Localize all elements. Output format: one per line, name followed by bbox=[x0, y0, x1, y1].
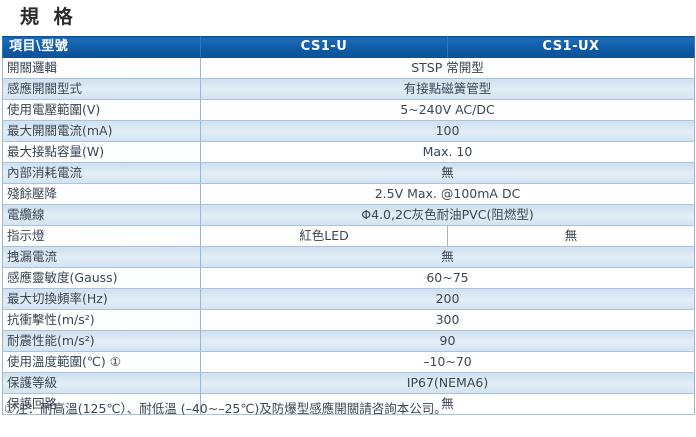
row-label: 殘餘壓降 bbox=[2, 183, 201, 205]
row-label: 指示燈 bbox=[2, 225, 201, 247]
table-row: 感應靈敏度(Gauss) 60~75 bbox=[2, 267, 695, 289]
table-row: 內部消耗電流無 bbox=[2, 162, 695, 184]
footnote: ①注：耐高溫(125℃）、耐低溫 (–40~–25℃)及防爆型感應開關請咨詢本公… bbox=[4, 401, 447, 416]
row-label: 保護等級 bbox=[2, 372, 201, 394]
row-value-cs1-ux: 無 bbox=[447, 225, 695, 247]
row-value-shared: 無 bbox=[200, 393, 695, 415]
table-row: 指示燈 紅色LED 無 bbox=[2, 225, 695, 247]
row-value-cs1-u: 紅色LED bbox=[200, 225, 448, 247]
row-value-shared: –10~70 bbox=[200, 351, 695, 373]
row-value-shared: 100 bbox=[200, 120, 695, 142]
table-row: 最大切換頻率(Hz) 200 bbox=[2, 288, 695, 310]
row-value-shared: Φ4.0,2C灰色耐油PVC(阻燃型) bbox=[200, 204, 695, 226]
row-label: 感應開關型式 bbox=[2, 78, 201, 100]
row-label: 最大開關電流(mA) bbox=[2, 120, 201, 142]
row-value-shared: 無 bbox=[200, 162, 695, 184]
table-row: 抗衝擊性(m/s²) 300 bbox=[2, 309, 695, 331]
table-row: 耐震性能(m/s²) 90 bbox=[2, 330, 695, 352]
table-body: 開關邏輯 STSP 常開型 感應開關型式 有接點磁簧管型 使用電壓範圍(V) 5~240V… bbox=[2, 57, 695, 415]
row-value-shared: Max. 10 bbox=[200, 141, 695, 163]
row-value-shared: 2.5V Max. @100mA DC bbox=[200, 183, 695, 205]
table-row: 保護等級 IP67(NEMA6) bbox=[2, 372, 695, 394]
column-header-cs1-ux: CS1-UX bbox=[447, 36, 695, 58]
table-row: 電纜線 Φ4.0,2C灰色耐油PVC(阻燃型) bbox=[2, 204, 695, 226]
column-header-cs1-u: CS1-U bbox=[200, 36, 448, 58]
row-value-shared: 90 bbox=[200, 330, 695, 352]
row-label: 拽漏電流 bbox=[2, 246, 201, 268]
table-row: 拽漏電流無 bbox=[2, 246, 695, 268]
table-row: 殘餘壓降 2.5V Max. @100mA DC bbox=[2, 183, 695, 205]
row-label: 耐震性能(m/s²) bbox=[2, 330, 201, 352]
row-label: 開關邏輯 bbox=[2, 57, 201, 79]
row-value-shared: STSP 常開型 bbox=[200, 57, 695, 79]
row-label: 保護回路 bbox=[2, 393, 201, 415]
row-label: 使用電壓範圍(V) bbox=[2, 99, 201, 121]
table-row: 保護回路無 bbox=[2, 393, 695, 415]
row-value-shared: 無 bbox=[200, 246, 695, 268]
row-label: 內部消耗電流 bbox=[2, 162, 201, 184]
row-value-shared: 有接點磁簧管型 bbox=[200, 78, 695, 100]
row-value-shared: 300 bbox=[200, 309, 695, 331]
row-label: 使用溫度範圍(℃) ① bbox=[2, 351, 201, 373]
column-header-item-model: 項目\型號 bbox=[2, 36, 201, 58]
row-value-shared: 5~240V AC/DC bbox=[200, 99, 695, 121]
row-label: 最大接點容量(W) bbox=[2, 141, 201, 163]
table-header-row: 項目\型號 CS1-U CS1-UX bbox=[2, 36, 695, 58]
row-label: 抗衝擊性(m/s²) bbox=[2, 309, 201, 331]
row-label: 電纜線 bbox=[2, 204, 201, 226]
table-row: 最大接點容量(W) Max. 10 bbox=[2, 141, 695, 163]
table-row: 感應開關型式 有接點磁簧管型 bbox=[2, 78, 695, 100]
specification-table: 項目\型號 CS1-U CS1-UX 開關邏輯 STSP 常開型 感應開關型式 有接點… bbox=[2, 36, 695, 415]
row-label: 最大切換頻率(Hz) bbox=[2, 288, 201, 310]
table-row: 使用電壓範圍(V) 5~240V AC/DC bbox=[2, 99, 695, 121]
table-row: 最大開關電流(mA) 100 bbox=[2, 120, 695, 142]
table-row: 使用溫度範圍(℃) ① –10~70 bbox=[2, 351, 695, 373]
row-value-shared: IP67(NEMA6) bbox=[200, 372, 695, 394]
row-value-shared: 60~75 bbox=[200, 267, 695, 289]
page-title: 規 格 bbox=[20, 6, 77, 28]
table-row: 開關邏輯 STSP 常開型 bbox=[2, 57, 695, 79]
table-header: 項目\型號 CS1-U CS1-UX bbox=[2, 36, 695, 58]
row-value-shared: 200 bbox=[200, 288, 695, 310]
row-label: 感應靈敏度(Gauss) bbox=[2, 267, 201, 289]
